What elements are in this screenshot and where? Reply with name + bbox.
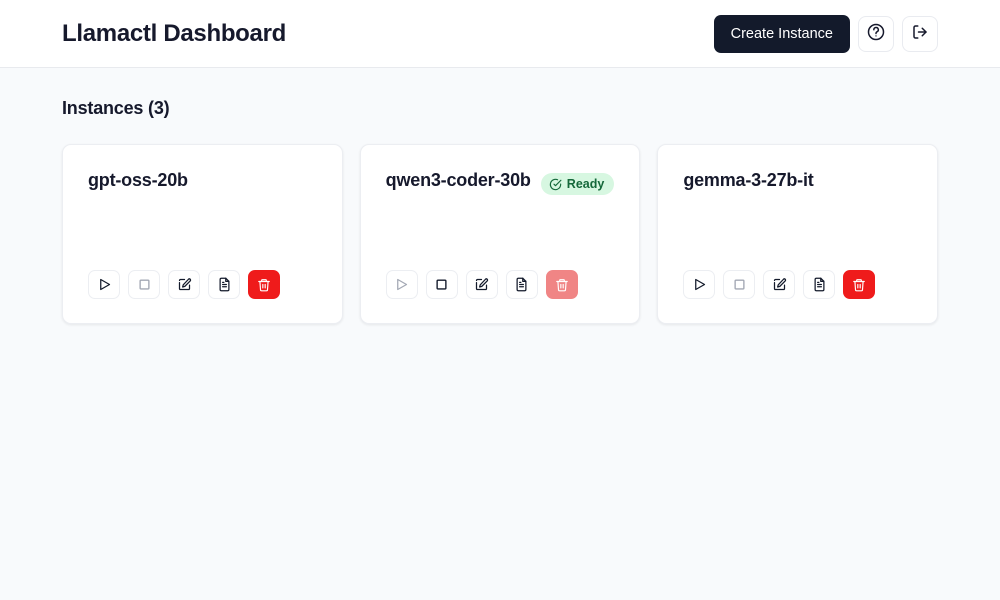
trash-icon [555,278,569,292]
instance-card: gpt-oss-20b [62,144,343,324]
stop-button [128,270,160,299]
status-badge: Ready [540,173,615,195]
start-button[interactable] [683,270,716,299]
status-badge-label: Ready [566,177,605,191]
logout-icon [911,23,929,44]
logout-button[interactable] [902,15,938,52]
instance-actions [683,252,912,299]
play-icon [97,277,112,292]
delete-button[interactable] [248,270,280,299]
instance-card-header: gemma-3-27b-it [683,169,912,192]
stop-icon [434,277,449,292]
instance-card: qwen3-coder-30b Ready [359,144,641,324]
instance-card-header: qwen3-coder-30b Ready [386,169,615,195]
create-instance-button[interactable]: Create Instance [713,14,850,53]
delete-button[interactable] [843,270,876,299]
logs-button[interactable] [505,270,538,299]
logs-button[interactable] [803,270,836,299]
trash-icon [852,278,866,292]
check-circle-icon [549,178,562,191]
instances-grid: gpt-oss-20b qwen3-coder-30b Ready gemma-3-2… [62,144,938,324]
stop-icon [732,277,747,292]
delete-button [545,270,578,299]
logs-icon [217,277,232,292]
instance-actions [385,252,615,299]
instance-name: gemma-3-27b-it [683,170,814,190]
play-icon [692,277,707,292]
edit-button[interactable] [465,270,498,299]
stop-button [723,270,756,299]
instance-actions [88,252,317,299]
play-icon [394,277,409,292]
instance-name: qwen3-coder-30b [385,170,531,190]
stop-button[interactable] [425,270,458,299]
logs-icon [514,277,529,292]
trash-icon [257,278,271,292]
start-button[interactable] [88,270,120,299]
instance-card: gemma-3-27b-it [657,144,938,324]
instance-card-header: gpt-oss-20b [88,169,317,192]
page-title: Llamactl Dashboard [62,19,286,47]
instance-name: gpt-oss-20b [88,170,188,190]
app-header: Llamactl Dashboard Create Instance [0,0,1000,68]
help-circle-icon [867,23,885,44]
instances-section-title: Instances (3) [62,98,170,118]
edit-icon [772,277,787,292]
start-button [385,270,418,299]
logs-button[interactable] [208,270,240,299]
edit-icon [177,277,192,292]
edit-button[interactable] [168,270,200,299]
stop-icon [137,277,152,292]
main-content: Instances (3) gpt-oss-20b qwen3-coder-30b… [0,68,1000,324]
logs-icon [812,277,827,292]
edit-button[interactable] [763,270,796,299]
edit-icon [474,277,489,292]
header-actions: Create Instance [713,14,938,53]
help-button[interactable] [858,15,894,52]
